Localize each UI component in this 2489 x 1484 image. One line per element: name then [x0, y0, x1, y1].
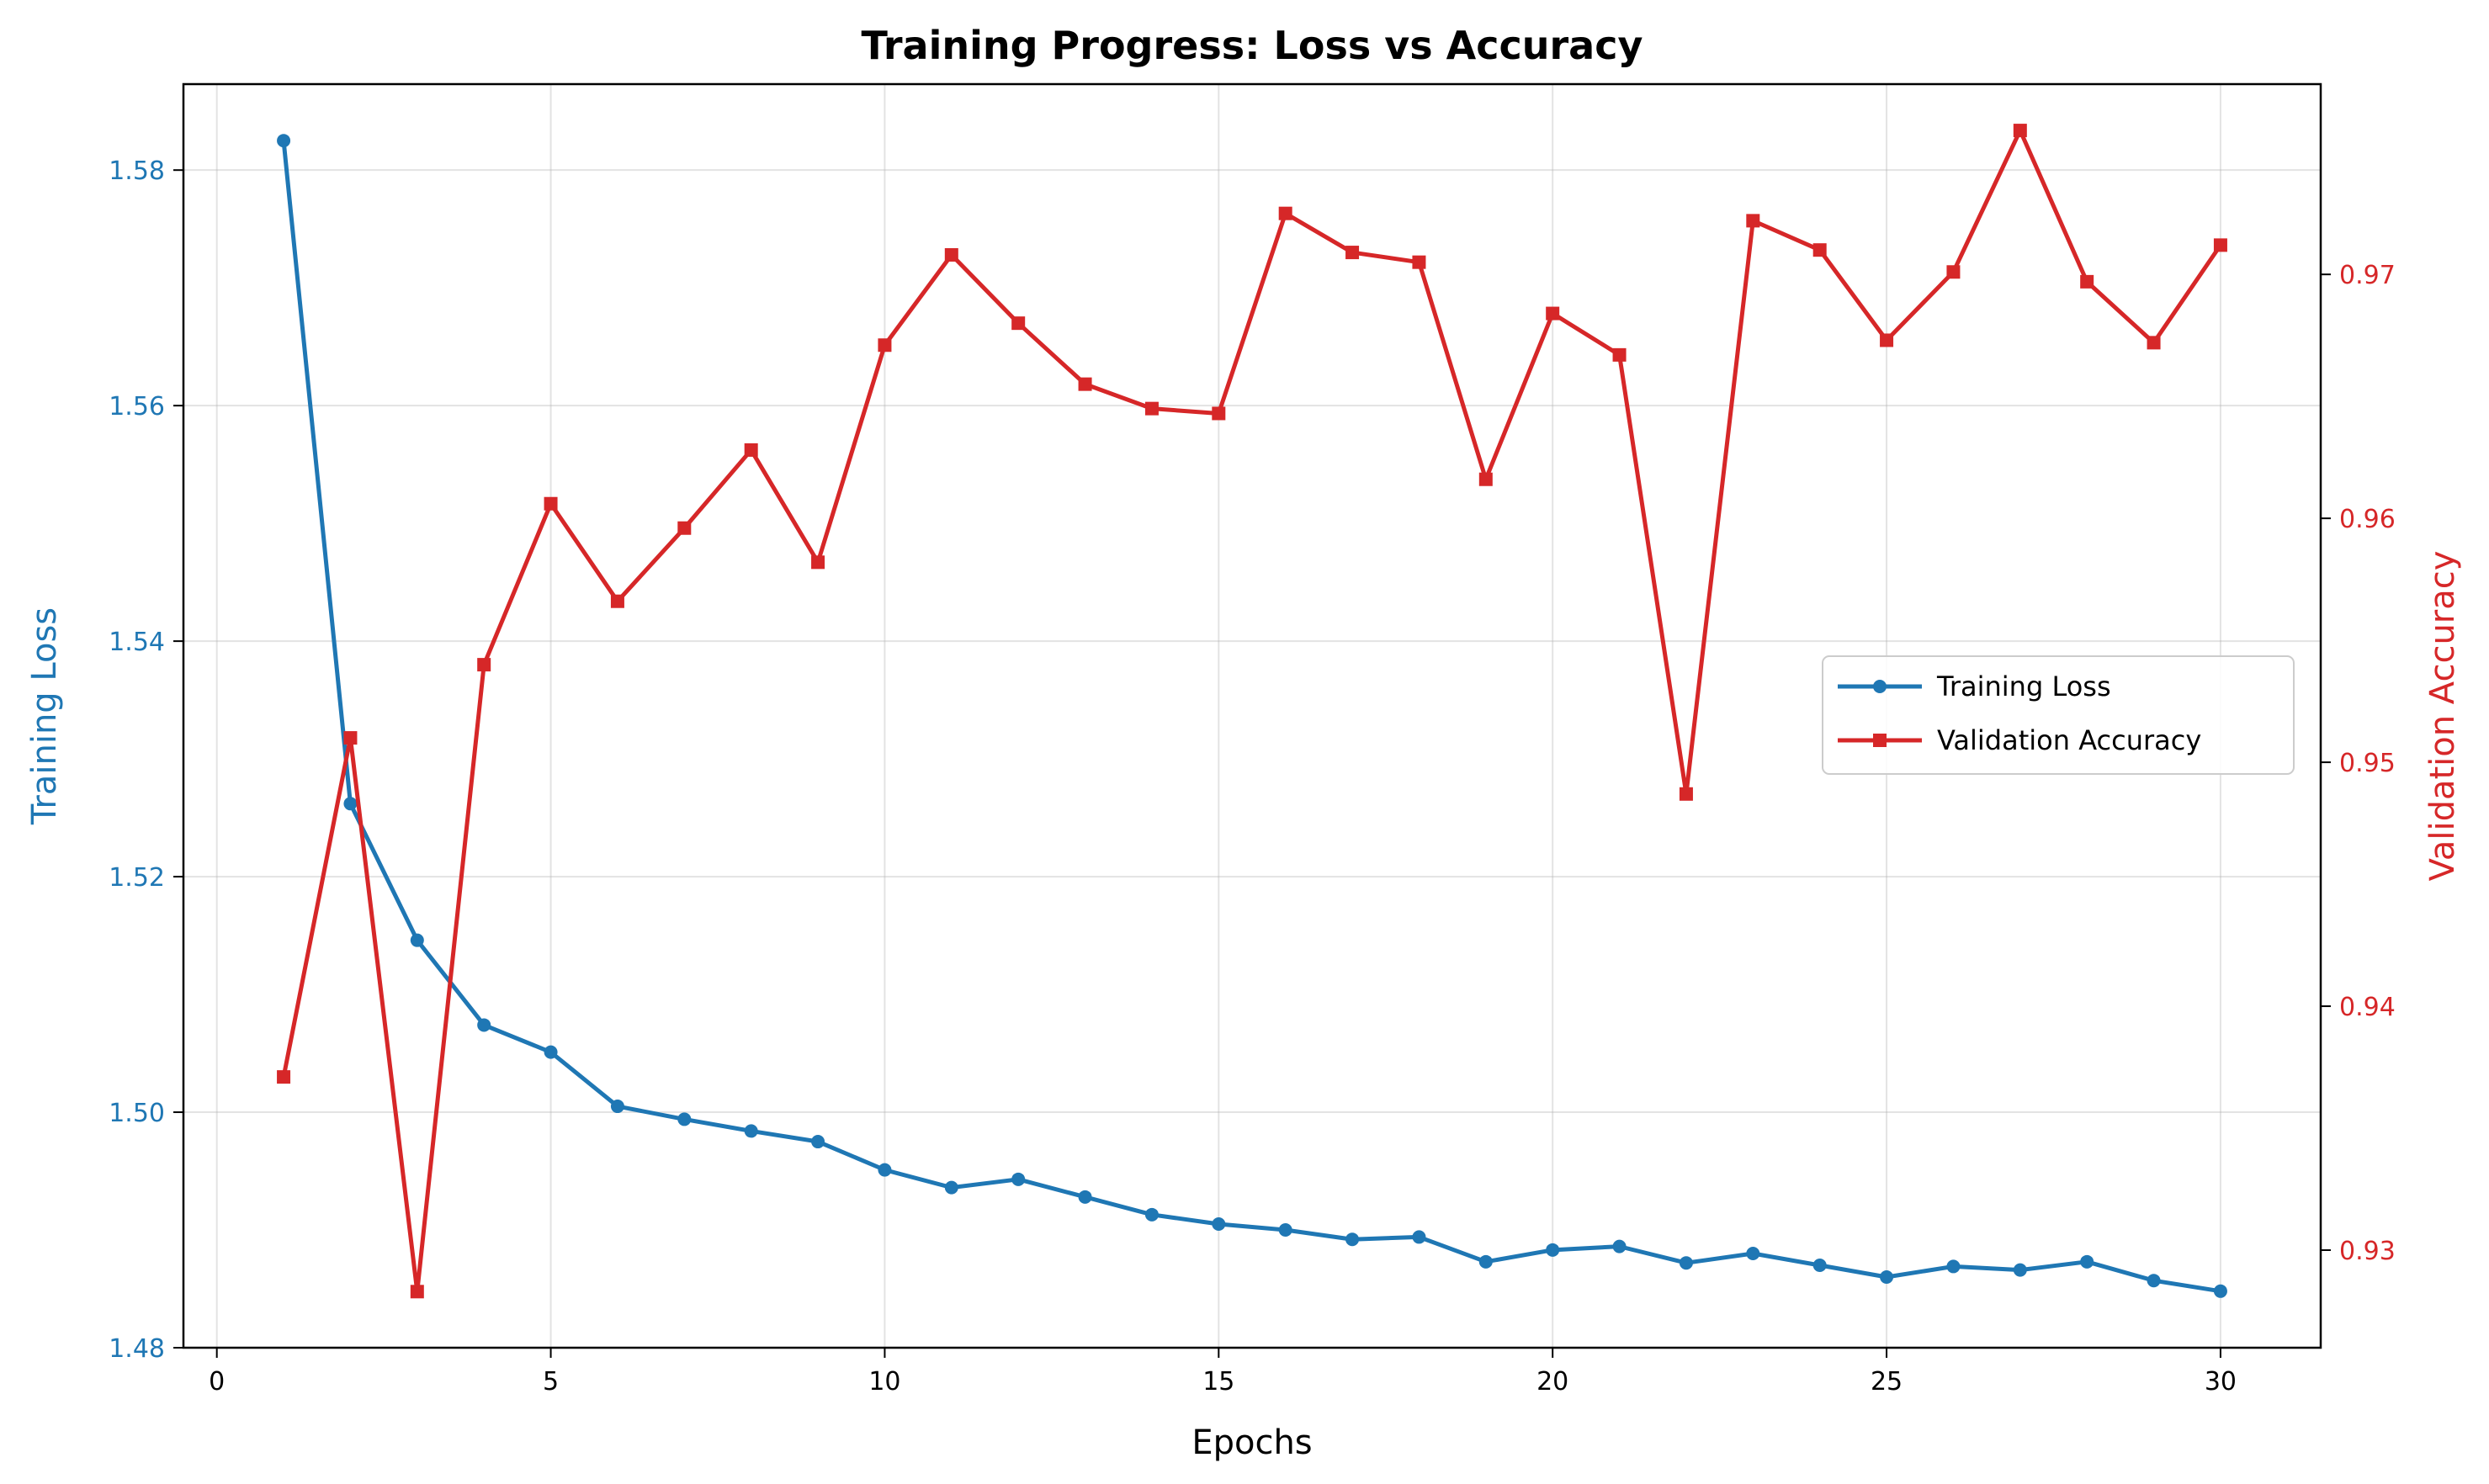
data-point-validation-accuracy: [610, 594, 624, 608]
data-point-validation-accuracy: [477, 658, 491, 672]
data-point-validation-accuracy: [1078, 377, 1092, 391]
data-point-training-loss: [277, 134, 291, 148]
x-tick-label: 10: [868, 1367, 900, 1397]
data-point-validation-accuracy: [2213, 238, 2227, 252]
legend-marker-validation-accuracy: [1873, 734, 1887, 747]
x-tick-label: 25: [1871, 1367, 1903, 1397]
data-point-training-loss: [410, 933, 424, 947]
data-point-validation-accuracy: [277, 1070, 291, 1084]
data-point-validation-accuracy: [1946, 265, 1961, 279]
data-point-training-loss: [1011, 1172, 1026, 1186]
left-y-axis-title: Training Loss: [25, 607, 64, 825]
left-y-tick-label: 1.54: [109, 628, 165, 657]
data-point-validation-accuracy: [1412, 255, 1426, 269]
data-point-validation-accuracy: [1612, 347, 1627, 362]
data-point-validation-accuracy: [677, 521, 692, 535]
data-point-validation-accuracy: [1212, 406, 1226, 421]
data-point-training-loss: [2147, 1274, 2161, 1288]
data-point-training-loss: [677, 1112, 692, 1126]
data-point-validation-accuracy: [2147, 336, 2161, 350]
legend: Training Loss Validation Accuracy: [1822, 655, 2295, 775]
data-point-training-loss: [944, 1180, 958, 1195]
data-point-training-loss: [2013, 1263, 2027, 1277]
data-point-training-loss: [1880, 1270, 1894, 1285]
data-point-validation-accuracy: [878, 338, 892, 352]
data-point-validation-accuracy: [1880, 333, 1894, 347]
data-point-training-loss: [811, 1135, 825, 1149]
left-y-tick-label: 1.48: [109, 1334, 165, 1364]
data-point-validation-accuracy: [1679, 787, 1693, 801]
legend-label-training-loss: Training Loss: [1936, 670, 2111, 702]
data-point-validation-accuracy: [544, 496, 558, 511]
data-point-training-loss: [1078, 1190, 1092, 1204]
data-point-training-loss: [1345, 1232, 1360, 1247]
data-point-validation-accuracy: [811, 555, 825, 570]
data-point-training-loss: [1746, 1247, 1760, 1261]
data-point-validation-accuracy: [410, 1285, 424, 1299]
left-y-tick-label: 1.52: [109, 863, 165, 893]
data-point-validation-accuracy: [2080, 274, 2094, 289]
axes: 0 5 10 15 20 25 30 1.48 1.50 1.52 1.54 1.56 1.58 0.93…: [109, 156, 2396, 1397]
series-line-training-loss: [281, 138, 2223, 1294]
left-y-tick-label: 1.58: [109, 156, 165, 186]
chart-title: Training Progress: Loss vs Accuracy: [862, 23, 1643, 68]
plot-area-frame: [182, 82, 2322, 1349]
data-point-training-loss: [744, 1124, 758, 1138]
data-point-training-loss: [1278, 1223, 1292, 1238]
x-axis-title: Epochs: [1191, 1423, 1312, 1462]
right-y-tick-label: 0.94: [2339, 993, 2396, 1022]
data-point-training-loss: [2213, 1284, 2227, 1298]
data-point-validation-accuracy: [343, 731, 358, 745]
data-point-validation-accuracy: [1546, 306, 1560, 321]
data-point-training-loss: [1679, 1256, 1693, 1270]
x-tick-label: 5: [543, 1367, 559, 1397]
right-y-tick-label: 0.97: [2339, 261, 2396, 290]
x-tick-label: 30: [2205, 1367, 2237, 1397]
legend-box: [1822, 655, 2295, 775]
data-point-training-loss: [477, 1018, 491, 1032]
series-layer: [277, 124, 2227, 1299]
data-point-validation-accuracy: [1345, 246, 1360, 260]
data-point-training-loss: [610, 1100, 624, 1114]
legend-label-validation-accuracy: Validation Accuracy: [1937, 724, 2201, 756]
data-point-validation-accuracy: [744, 443, 758, 457]
legend-marker-training-loss: [1873, 680, 1887, 693]
data-point-training-loss: [878, 1163, 892, 1177]
data-point-training-loss: [1546, 1243, 1560, 1257]
data-point-training-loss: [1812, 1259, 1827, 1273]
data-point-validation-accuracy: [1478, 472, 1493, 486]
x-tick-label: 20: [1536, 1367, 1568, 1397]
data-point-training-loss: [544, 1045, 558, 1059]
right-y-axis-title: Validation Accuracy: [2423, 551, 2462, 882]
data-point-training-loss: [1478, 1254, 1493, 1269]
data-point-training-loss: [1612, 1239, 1627, 1253]
data-point-training-loss: [343, 797, 358, 811]
data-point-validation-accuracy: [1278, 206, 1292, 220]
data-point-training-loss: [1946, 1259, 1961, 1274]
left-y-tick-label: 1.56: [109, 392, 165, 421]
series-line-validation-accuracy: [281, 128, 2223, 1294]
x-tick-label: 0: [209, 1367, 225, 1397]
data-point-validation-accuracy: [1011, 316, 1026, 331]
right-y-tick-label: 0.93: [2339, 1237, 2396, 1266]
data-point-training-loss: [1412, 1230, 1426, 1244]
data-point-training-loss: [2080, 1254, 2094, 1269]
left-y-tick-label: 1.50: [109, 1099, 165, 1128]
right-y-tick-label: 0.96: [2339, 505, 2396, 534]
right-y-tick-label: 0.95: [2339, 749, 2396, 778]
data-point-validation-accuracy: [1812, 243, 1827, 257]
data-point-training-loss: [1144, 1207, 1159, 1222]
data-point-validation-accuracy: [2013, 124, 2027, 138]
data-point-validation-accuracy: [944, 247, 958, 262]
data-point-validation-accuracy: [1746, 214, 1760, 228]
data-point-training-loss: [1212, 1217, 1226, 1232]
data-point-validation-accuracy: [1144, 401, 1159, 416]
x-tick-label: 15: [1202, 1367, 1234, 1397]
